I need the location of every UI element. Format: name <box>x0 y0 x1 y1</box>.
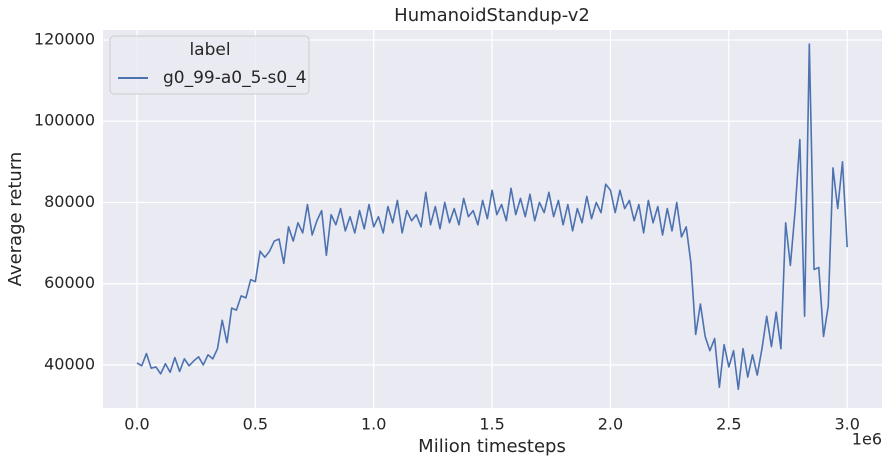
x-offset-label: 1e6 <box>852 430 882 449</box>
y-tick-label: 60000 <box>44 273 95 292</box>
series-line <box>136 43 848 391</box>
x-tick-label: 1.0 <box>361 415 386 434</box>
lines <box>136 43 848 391</box>
x-tick-label: 3.0 <box>834 415 859 434</box>
x-tick-label: 0.0 <box>124 415 149 434</box>
legend-label: g0_99-a0_5-s0_4 <box>163 68 307 88</box>
x-axis-label: Milion timesteps <box>418 436 566 457</box>
y-tick-label: 100000 <box>34 111 95 130</box>
y-axis-label: Average return <box>5 152 26 287</box>
chart-title: HumanoidStandup-v2 <box>394 5 590 26</box>
y-tick-label: 80000 <box>44 192 95 211</box>
legend-box <box>109 35 310 95</box>
y-tick-label: 120000 <box>34 29 95 48</box>
legend-title: label <box>189 40 230 60</box>
legend: label g0_99-a0_5-s0_4 <box>109 35 310 95</box>
x-tick-label: 2.0 <box>598 415 623 434</box>
x-tick-label: 0.5 <box>243 415 268 434</box>
x-tick-label: 2.5 <box>716 415 741 434</box>
grid <box>103 30 882 408</box>
y-tick-label: 40000 <box>44 354 95 373</box>
x-tick-label: 1.5 <box>479 415 504 434</box>
